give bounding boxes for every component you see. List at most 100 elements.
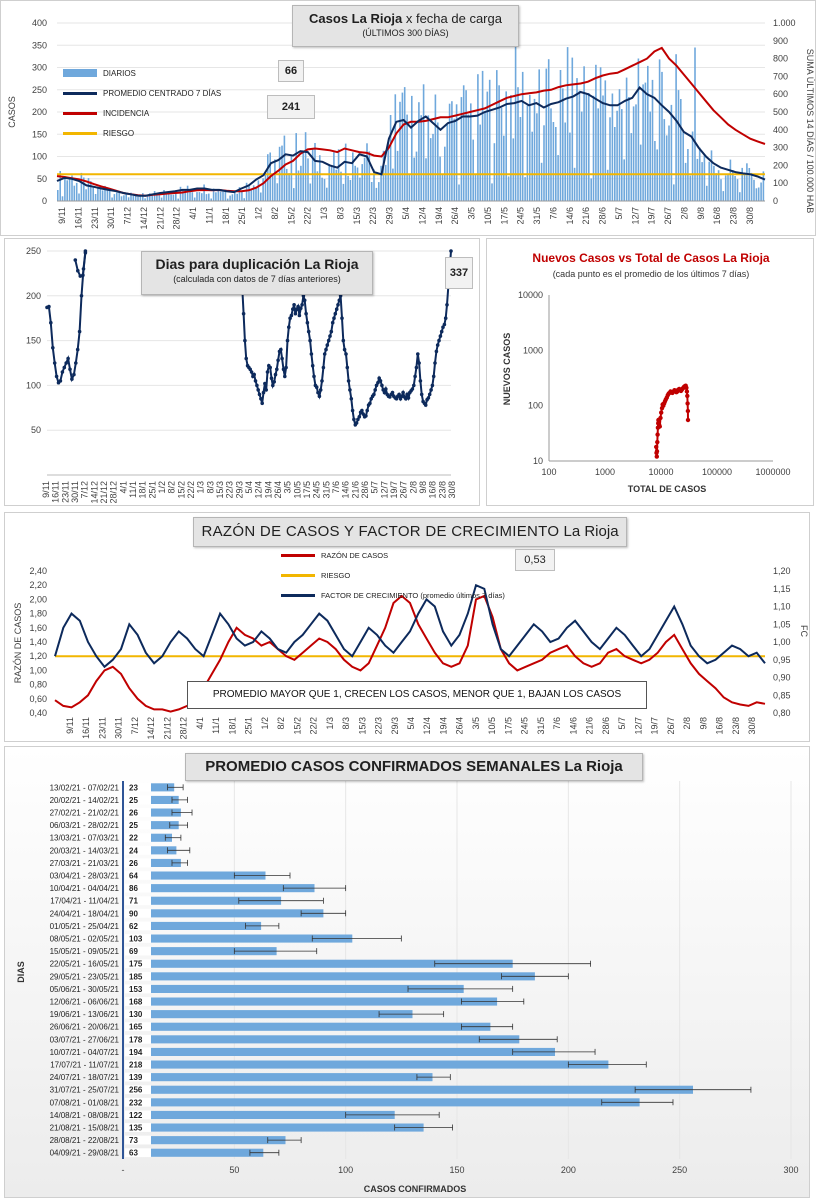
daily-bar: [673, 184, 675, 201]
doubling-point: [312, 374, 316, 379]
week-range-label: 20/02/21 - 14/02/21: [50, 796, 120, 805]
doubling-point: [283, 374, 287, 379]
daily-bar: [184, 190, 186, 201]
daily-bar: [123, 195, 125, 201]
daily-bar: [319, 155, 321, 201]
doubling-point: [365, 408, 370, 413]
legend-item-razon: RAZÓN DE CASOS: [281, 545, 505, 565]
ratio-value-box: 0,53: [515, 549, 555, 571]
legend-label-riesgo: RIESGO: [103, 128, 135, 138]
bar-value-background: [125, 795, 151, 805]
doubling-point: [368, 401, 372, 406]
doubling-x-tick-label: 24/5: [312, 481, 322, 499]
daily-bar: [172, 194, 175, 201]
daily-bar: [569, 132, 571, 201]
daily-bar: [529, 94, 531, 201]
daily-bar: [557, 155, 559, 201]
daily-bar: [382, 150, 385, 201]
doubling-point: [273, 372, 278, 377]
y-right-tick-label: 1.000: [773, 18, 796, 28]
daily-bar: [248, 186, 250, 201]
daily-bar: [689, 175, 692, 201]
doubling-point: [70, 377, 74, 381]
daily-bar: [243, 198, 245, 201]
bar-value-label: 69: [129, 947, 138, 956]
bar-value-label: 22: [129, 834, 138, 843]
daily-x-tick-label: 21/6: [581, 207, 591, 225]
bar-value-label: 153: [129, 985, 143, 994]
daily-bar: [165, 193, 168, 201]
ratio-x-tick-label: 31/5: [536, 717, 546, 735]
daily-bar: [78, 193, 80, 201]
doubling-point: [322, 352, 327, 356]
daily-x-tick-label: 30/8: [745, 207, 755, 225]
daily-bar: [658, 59, 661, 202]
daily-bar: [198, 192, 201, 201]
week-range-label: 20/03/21 - 14/03/21: [50, 846, 120, 855]
new-vs-total-chart-panel: 10 100 1000 10000 100 1000 10000 100000 1000000 …: [486, 238, 814, 506]
daily-bar: [420, 115, 422, 201]
bar-value-label: 63: [129, 1149, 138, 1158]
doubling-point: [344, 352, 348, 356]
daily-x-tick-label: 21/12: [155, 207, 165, 230]
doubling-point: [337, 298, 342, 303]
doubling-point: [345, 365, 350, 370]
ratio-x-tick-label: 1/2: [260, 717, 270, 730]
new-vs-total-title: Nuevos Casos vs Total de Casos La Rioja: [532, 251, 770, 265]
daily-x-tick-label: 26/4: [450, 207, 460, 225]
legend-label-fc: FACTOR DE CRECIMIENTO (promedio últimos …: [321, 590, 505, 600]
doubling-point: [264, 388, 269, 392]
ratio-x-tick-label: 23/11: [97, 717, 107, 739]
factor-line: [54, 583, 766, 669]
daily-bar: [684, 162, 687, 201]
scatter-point: [654, 449, 660, 454]
weekly-bar: [151, 1022, 491, 1031]
daily-bar: [344, 143, 347, 201]
doubling-point: [253, 379, 258, 383]
daily-ylabel-right: SUMA ÚLTIMOS 14 DÍAS / 100.000 HAB: [805, 49, 815, 213]
week-range-label: 15/05/21 - 09/05/21: [50, 947, 120, 956]
daily-bar: [625, 77, 628, 201]
doubling-point: [60, 370, 65, 374]
doubling-x-tick-label: 28/12: [109, 481, 119, 504]
week-range-label: 24/04/21 - 18/04/21: [50, 909, 120, 918]
daily-bar: [519, 117, 522, 201]
bar-value-background: [125, 1097, 151, 1107]
doubling-point: [255, 383, 259, 388]
scatter-trace: [655, 384, 689, 457]
bar-value-background: [125, 858, 151, 868]
daily-bar: [732, 170, 734, 201]
doubling-point: [77, 329, 82, 334]
daily-x-tick-label: 1/3: [319, 207, 329, 220]
daily-bar: [399, 101, 401, 201]
daily-bar: [366, 143, 368, 201]
doubling-point: [412, 383, 416, 388]
week-range-label: 03/07/21 - 27/06/21: [50, 1035, 120, 1044]
week-range-label: 29/05/21 - 23/05/21: [50, 972, 120, 981]
daily-cases-title-rest: x fecha de carga: [402, 11, 502, 26]
doubling-x-tick-label: 8/2: [167, 481, 177, 494]
daily-x-tick-label: 22/3: [368, 207, 378, 225]
legend-item-incidencia: INCIDENCIA: [63, 103, 221, 123]
daily-bar: [380, 165, 382, 201]
daily-bar: [446, 124, 448, 201]
daily-bar: [142, 193, 144, 201]
doubling-point: [244, 356, 248, 361]
weekly-bar: [151, 1010, 413, 1019]
daily-bar: [576, 78, 578, 201]
daily-x-tick-label: 28/6: [598, 207, 608, 225]
daily-bar: [739, 192, 741, 201]
bar-value-label: 64: [129, 872, 138, 881]
daily-bar: [333, 152, 335, 201]
y-tick-label: 0,40: [29, 708, 47, 718]
doubling-point: [74, 361, 78, 365]
doubling-point: [390, 390, 395, 395]
daily-bar: [205, 194, 208, 201]
daily-bar: [677, 90, 680, 201]
legend-item-fc: FACTOR DE CRECIMIENTO (promedio últimos …: [281, 585, 505, 605]
daily-bar: [385, 164, 387, 201]
daily-cases-chart-panel: 0 50 100 150 200 250 300 350 400 0 100 200 300 400 500…: [0, 0, 816, 236]
doubling-x-tick-label: 2/8: [408, 481, 418, 494]
doubling-x-tick-label: 12/4: [254, 481, 264, 499]
daily-bar: [580, 111, 583, 201]
